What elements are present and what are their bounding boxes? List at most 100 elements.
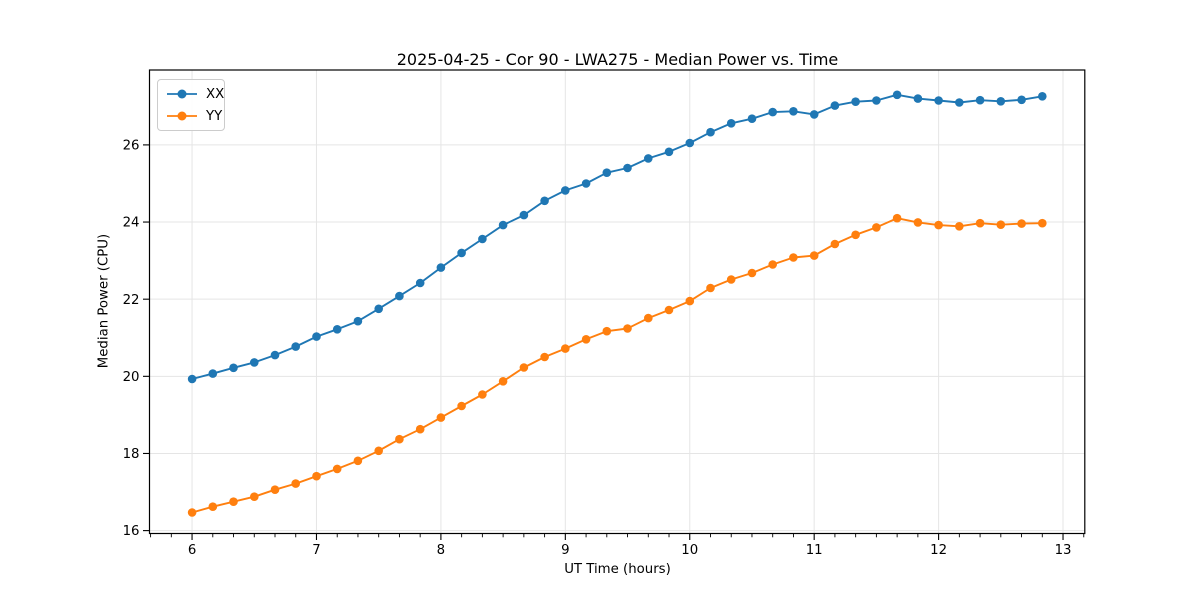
xx-data-point [726,119,736,128]
xx-data-point [498,220,508,230]
yy-data-point [1017,219,1026,228]
xx-data-point [934,96,943,105]
xx-data-point [644,154,653,163]
yy-data-point [540,352,549,362]
legend-item-xx: XX [166,83,224,105]
xx-data-point [1017,95,1026,105]
yy-data-point [851,230,860,240]
xx-data-point [955,98,964,107]
xx-data-point [602,168,612,177]
yy-data-point [270,485,280,495]
yy-data-point [457,401,466,411]
legend-label-yy: YY [206,108,223,124]
yy-data-point [229,497,238,507]
grid [149,70,1085,534]
xx-data-point [892,90,902,100]
yy-data-point [934,220,943,230]
xx-data-point [436,263,446,272]
legend-item-yy: YY [166,105,222,127]
xx-data-point [685,138,695,148]
y-axis-ticks: 16 18 20 22 24 26 [123,139,150,539]
x-tick-label: 8 [437,543,445,558]
yy-data-point [768,260,777,269]
yy-data-point [872,223,881,232]
xx-data-point [830,101,840,110]
xx-data-point [768,107,777,117]
series-yy [187,213,1047,517]
yy-data-point [809,251,819,260]
y-tick-label: 22 [123,293,140,308]
yy-data-point [436,413,446,422]
xx-data-point [581,179,591,188]
legend-label-xx: XX [206,86,225,102]
yy-data-point [747,268,757,278]
x-tick-label: 11 [806,543,823,558]
yy-data-point [519,363,529,372]
yy-line [191,217,1043,514]
xx-data-point [975,95,985,105]
yy-data-point [208,502,218,512]
yy-data-point [830,239,840,249]
yy-data-point [955,222,964,231]
yy-data-point [975,218,985,228]
x-tick-label: 13 [1055,543,1072,558]
xx-data-point [229,363,238,373]
yy-data-point [685,296,695,306]
xx-data-point [540,196,549,206]
x-tick-label: 10 [681,543,698,558]
yy-data-point [996,220,1006,229]
xx-data-point [250,358,259,367]
xx-data-point [561,186,570,195]
yy-data-point [374,446,384,456]
series-xx [187,90,1047,384]
yy-data-point [498,377,508,386]
yy-data-point [1038,218,1047,228]
xx-data-point [913,94,923,103]
yy-data-point [726,275,736,284]
legend: XX YY [157,79,225,131]
xx-data-point [996,97,1006,106]
yy-data-point [187,508,197,517]
yy-data-point [623,324,632,333]
x-tick-label: 7 [312,543,320,558]
x-tick-label: 9 [561,543,569,558]
xx-data-point [395,291,404,301]
yy-data-point [250,492,259,502]
xx-data-point [872,96,881,105]
yy-data-point [478,390,487,399]
xx-data-point [789,107,798,116]
yy-data-point [312,471,321,481]
y-tick-label: 20 [123,370,140,385]
xx-data-point [374,304,384,314]
xx-data-point [208,369,218,378]
yy-data-point [561,344,570,353]
yy-data-point [353,456,363,466]
yy-data-point [395,434,404,444]
xx-data-point [747,114,757,123]
xx-data-point [353,316,363,326]
y-tick-label: 24 [123,216,140,231]
xx-data-point [809,110,819,119]
y-tick-label: 16 [123,524,140,539]
yy-data-point [291,479,301,488]
xx-data-point [187,374,197,384]
xx-line-marker-icon [167,89,197,99]
yy-data-point [706,283,715,293]
x-tick-label: 6 [188,543,196,558]
yy-data-point [913,218,923,227]
yy-data-point [892,213,902,223]
plot-border [148,69,1086,535]
x-axis-label: UT Time (hours) [564,562,671,577]
xx-data-point [457,248,466,258]
y-tick-label: 26 [123,139,140,154]
yy-data-point [602,326,612,336]
x-axis-ticks: 6 7 8 9 10 11 12 13 [150,533,1085,558]
xx-data-point [706,127,715,137]
xx-data-point [623,163,632,173]
xx-data-point [415,278,425,288]
xx-data-point [291,342,301,351]
xx-data-point [1038,92,1047,101]
yy-data-point [644,313,653,323]
